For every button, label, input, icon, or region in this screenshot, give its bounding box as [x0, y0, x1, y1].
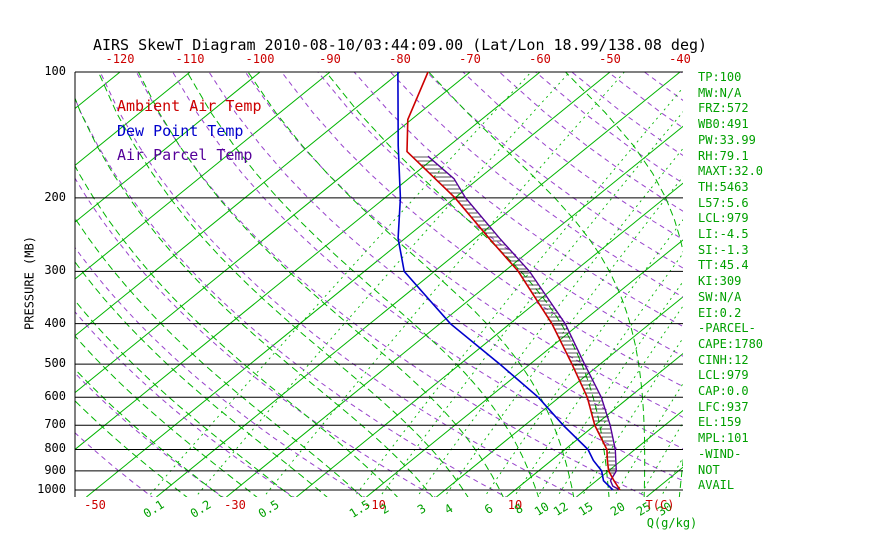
- parameter-line: TP:100: [698, 70, 742, 84]
- parameter-line: -PARCEL-: [698, 321, 756, 336]
- parcel-temp-curve: [427, 155, 621, 491]
- parameter-line: KI:309: [698, 274, 742, 289]
- chart-title: AIRS SkewT Diagram 2010-08-10/03:44:09.0…: [92, 36, 708, 54]
- mixing-ratio-lines: [147, 72, 683, 497]
- cape-hatch-region: [413, 156, 616, 474]
- parameter-line: CAPE:1780: [698, 336, 764, 351]
- parameter-line: MW:N/A: [698, 85, 742, 100]
- parameter-line: LI:-4.5: [698, 227, 749, 242]
- isobar-lines: [74, 71, 683, 497]
- parameter-line: MPL:101: [698, 431, 749, 446]
- parameter-line: RH:79.1: [698, 148, 749, 163]
- legend-dew-point-temp: Dew Point Temp: [117, 122, 244, 140]
- parameter-line: LFC:937: [698, 399, 749, 414]
- parameter-line: LCL:979: [698, 211, 749, 226]
- parameter-line: CAP:0.0: [698, 384, 749, 399]
- parameter-line: SI:-1.3: [698, 242, 749, 257]
- parameter-line: FRZ:572: [698, 101, 749, 116]
- parameter-line: L57:5.6: [698, 195, 749, 210]
- legend-air-parcel-temp: Air Parcel Temp: [117, 146, 253, 164]
- parameter-line: NOT: [698, 462, 720, 477]
- dewpoint-temp-curve: [397, 72, 614, 491]
- parameter-line: AVAIL: [698, 478, 735, 493]
- parameter-line: EI:0.2: [698, 305, 742, 320]
- parameter-line: CINH:12: [698, 352, 749, 367]
- isotherm-lines: [75, 72, 683, 497]
- parameter-line: TT:45.4: [698, 258, 749, 273]
- parameter-panel: TP:100 MW:N/A FRZ:572 WB0:491 PW:33.99 RH:79.…: [698, 70, 763, 494]
- sounding-curves: [397, 72, 621, 491]
- parameter-line: WB0:491: [698, 117, 749, 132]
- parameter-line: LCL:979: [698, 368, 749, 383]
- parameter-line: SW:N/A: [698, 289, 742, 304]
- dry-adiabat-lines: [75, 72, 683, 497]
- ambient-temp-curve: [406, 72, 621, 491]
- background-lines: [75, 72, 683, 497]
- parameter-line: -WIND-: [698, 446, 742, 461]
- parameter-line: TH:5463: [698, 179, 749, 194]
- moist-adiabat-lines: [75, 72, 683, 497]
- parameter-line: EL:159: [698, 415, 742, 430]
- parameter-line: MAXT:32.0: [698, 164, 764, 179]
- legend-ambient-air-temp: Ambient Air Temp: [117, 97, 262, 115]
- parameter-line: PW:33.99: [698, 132, 756, 147]
